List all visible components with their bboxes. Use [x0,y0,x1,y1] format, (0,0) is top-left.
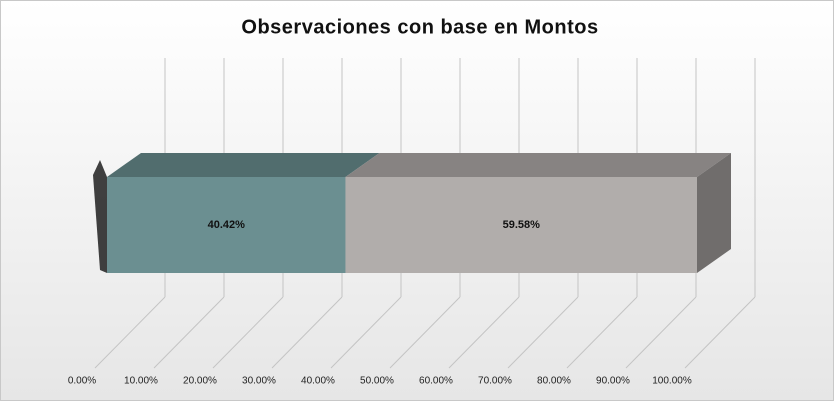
x-tick-label: 30.00% [242,376,276,387]
x-tick-label: 60.00% [419,376,453,387]
chart-title: Observaciones con base en Montos [241,16,598,38]
floor-line [212,296,284,369]
bar [107,177,346,273]
data-label: 59.58% [503,219,541,231]
floor-line [330,296,402,369]
floor-line [507,296,579,369]
data-label: 40.42% [208,219,246,231]
x-tick-label: 20.00% [183,376,217,387]
bar-top [107,153,380,177]
x-tick-label: 100.00% [652,376,692,387]
floor-line [684,296,756,369]
floor-line [389,296,461,369]
bar [345,177,697,273]
bar-side [697,153,731,273]
x-tick-label: 40.00% [301,376,335,387]
floor-line [94,296,166,369]
floor-line [566,296,638,369]
floor-line [625,296,697,369]
x-tick-label: 10.00% [124,376,158,387]
x-tick-label: 0.00% [68,376,96,387]
bar-top [345,153,731,177]
x-tick-label: 70.00% [478,376,512,387]
x-tick-label: 80.00% [537,376,571,387]
x-tick-label: 50.00% [360,376,394,387]
bar-shadow [93,160,107,273]
floor-line [153,296,225,369]
floor-line [448,296,520,369]
x-tick-label: 90.00% [596,376,630,387]
floor-line [271,296,343,369]
